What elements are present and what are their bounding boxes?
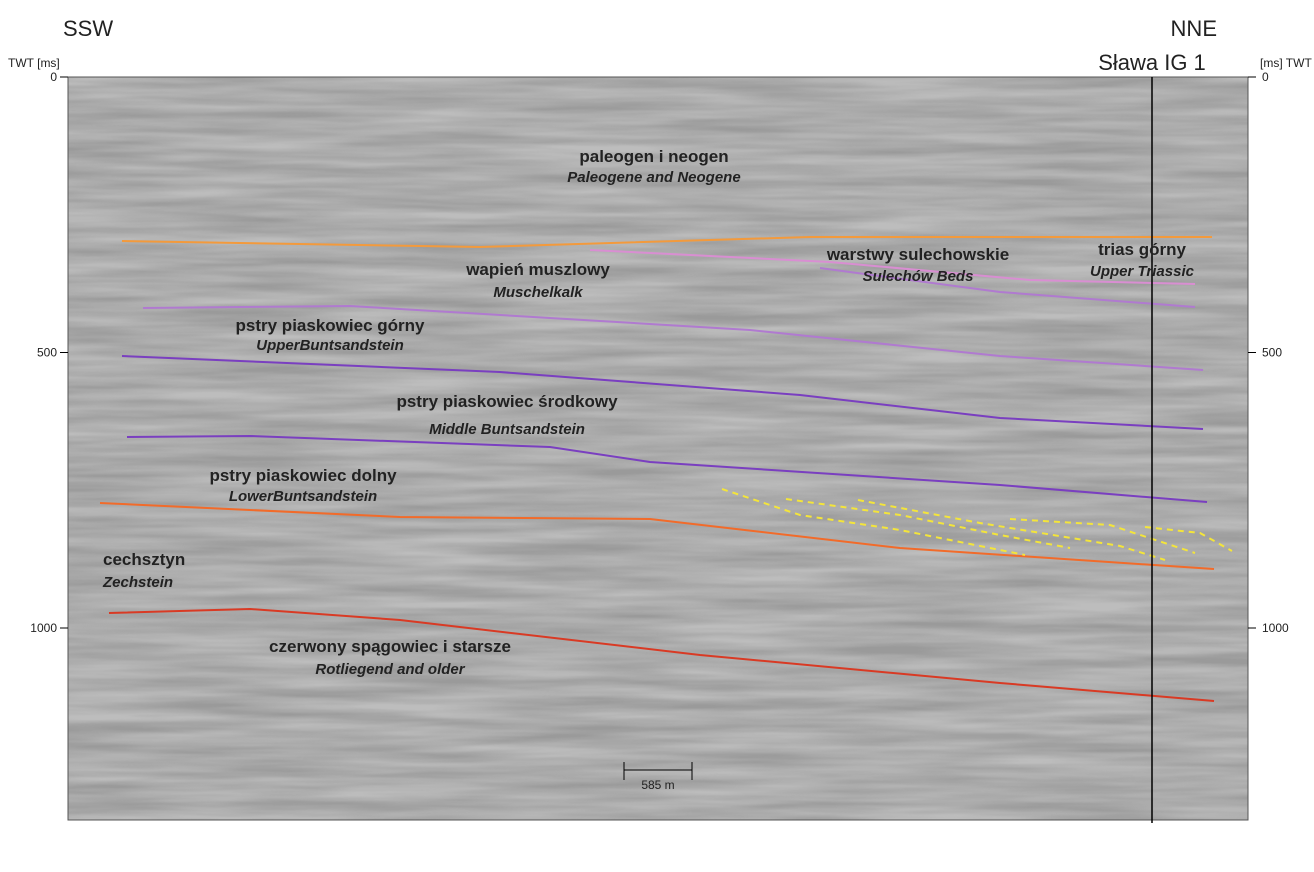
unit-name: pstry piaskowiec środkowy: [396, 392, 618, 411]
horizon: [126, 434, 1208, 503]
unit-name-en: Middle Buntsandstein: [429, 421, 585, 438]
unit-name-en: Zechstein: [102, 574, 173, 591]
section-frame: [67, 76, 1249, 821]
horizon: [121, 355, 1204, 430]
unit-name-en: Paleogene and Neogene: [567, 169, 740, 186]
unit-name-en: Rotliegend and older: [315, 661, 465, 678]
axis-label-right: [ms] TWT: [1260, 56, 1312, 70]
scale-bar: [623, 762, 693, 780]
unit-name: warstwy sulechowskie: [826, 245, 1009, 264]
clinoform: [857, 499, 1166, 561]
horizon: [589, 249, 1196, 285]
unit-name-en: LowerBuntsandstein: [229, 488, 377, 505]
unit-name: paleogen i neogen: [579, 147, 728, 166]
unit-name: pstry piaskowiec górny: [236, 316, 425, 335]
direction-right: NNE: [1171, 16, 1217, 41]
direction-left: SSW: [63, 16, 113, 41]
tick-label-right: 1000: [1262, 621, 1289, 635]
unit-name: cechsztyn: [103, 550, 185, 569]
clinoform: [721, 488, 1026, 556]
unit-name-en: UpperBuntsandstein: [256, 337, 404, 354]
seismic-texture: [68, 77, 1248, 820]
tick-label-right: 500: [1262, 346, 1282, 360]
unit-name: pstry piaskowiec dolny: [209, 466, 397, 485]
tick-label-left: 1000: [30, 621, 57, 635]
clinoforms: [721, 488, 1233, 561]
clinoform: [785, 498, 1071, 549]
unit-name: czerwony spągowiec i starsze: [269, 637, 511, 656]
horizon: [819, 267, 1196, 308]
unit-name-en: Sulechów Beds: [863, 268, 974, 285]
unit-name: trias górny: [1098, 240, 1186, 259]
tick-label-left: 500: [37, 346, 57, 360]
tick-label-right: 0: [1262, 70, 1269, 84]
tick-label-left: 0: [50, 70, 57, 84]
clinoform: [1009, 518, 1196, 554]
horizon: [121, 236, 1212, 249]
axis-label-left: TWT [ms]: [8, 56, 60, 70]
clinoform: [1144, 526, 1233, 552]
scale-bar-label: 585 m: [641, 778, 674, 792]
well-label: Sława IG 1: [1098, 50, 1206, 75]
horizon: [142, 304, 1204, 371]
unit-name-en: Upper Triassic: [1090, 263, 1195, 280]
unit-name: wapień muszlowy: [465, 260, 610, 279]
unit-name-en: Muschelkalk: [493, 284, 583, 301]
horizon: [108, 607, 1215, 702]
horizon: [99, 502, 1215, 570]
